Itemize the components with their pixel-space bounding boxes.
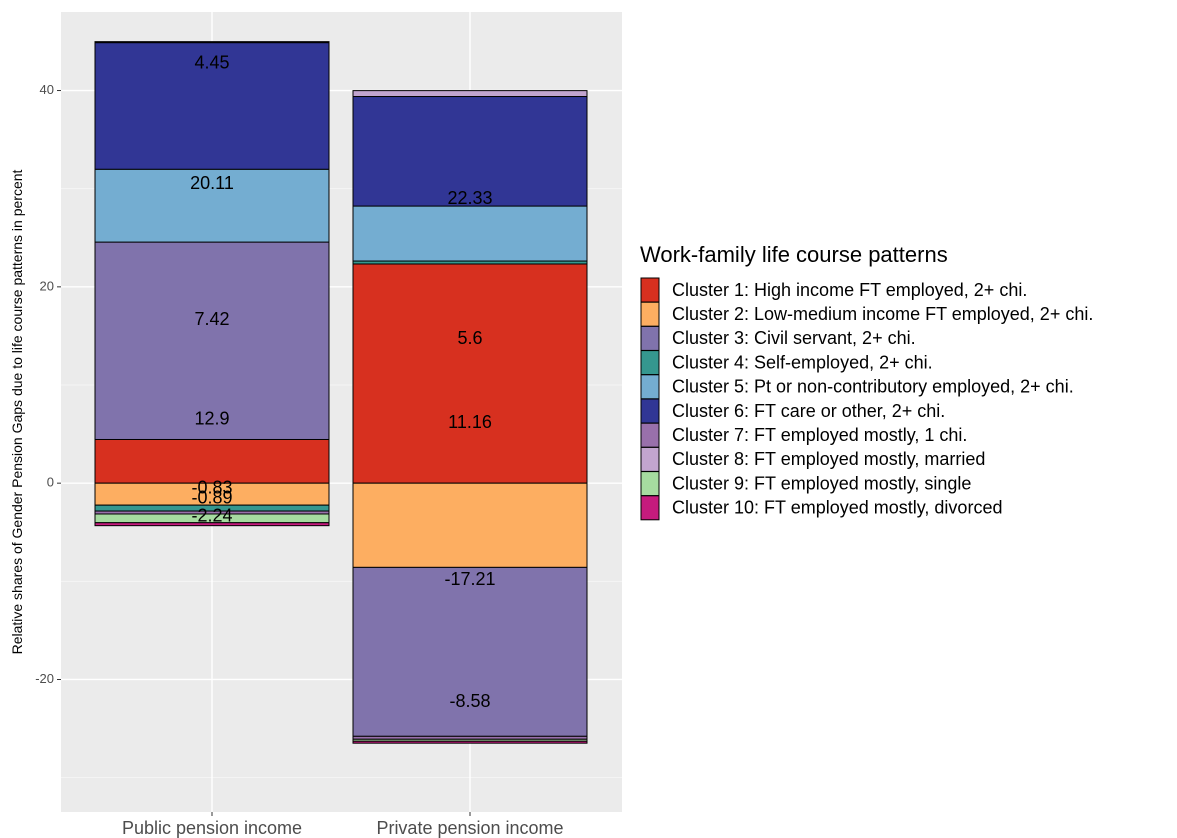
legend-label-cluster-4: Cluster 4: Self-employed, 2+ chi. — [672, 352, 933, 372]
data-label: 11.16 — [448, 412, 492, 432]
data-label: 20.11 — [190, 173, 234, 193]
bar-segment-public-cluster-1 — [94, 438, 330, 484]
legend-label-cluster-10: Cluster 10: FT employed mostly, divorced — [672, 498, 1002, 518]
bar-segment-private-cluster-10 — [352, 740, 588, 744]
legend: Work-family life course patterns Cluster… — [640, 242, 1093, 521]
data-label: -0.83 — [191, 477, 232, 497]
bar-segment-public-cluster-6 — [94, 42, 330, 170]
legend-key-cluster-8 — [640, 446, 660, 472]
data-label: 12.9 — [194, 409, 229, 429]
bar-segment-private-cluster-2 — [352, 482, 588, 568]
legend-key-cluster-2 — [640, 301, 660, 327]
bar-segments — [94, 41, 588, 744]
legend-label-cluster-2: Cluster 2: Low-medium income FT employed… — [672, 304, 1093, 324]
x-tick-label: Public pension income — [122, 818, 302, 838]
bar-segment-private-cluster-8 — [352, 90, 588, 98]
legend-key-cluster-4 — [640, 350, 660, 376]
x-tick-label: Private pension income — [376, 818, 563, 838]
legend-label-cluster-1: Cluster 1: High income FT employed, 2+ c… — [672, 280, 1027, 300]
legend-key-cluster-7 — [640, 422, 660, 448]
bar-segment-public-cluster-5 — [94, 168, 330, 243]
data-label: 5.6 — [457, 328, 482, 348]
bar-segment-public-cluster-8 — [94, 41, 330, 44]
data-label: -2.24 — [191, 505, 232, 525]
legend-label-cluster-9: Cluster 9: FT employed mostly, single — [672, 473, 971, 493]
data-label: -17.21 — [444, 569, 495, 589]
legend-label-cluster-7: Cluster 7: FT employed mostly, 1 chi. — [672, 425, 967, 445]
y-tick-label: -20 — [35, 671, 54, 686]
bar-segment-public-cluster-10 — [94, 522, 330, 527]
x-axis: Public pension income Private pension inc… — [122, 812, 564, 838]
legend-label-cluster-6: Cluster 6: FT care or other, 2+ chi. — [672, 401, 945, 421]
bar-segment-public-cluster-3 — [94, 241, 330, 440]
legend-key-cluster-5 — [640, 374, 660, 400]
data-label: -0.89 — [191, 488, 232, 508]
legend-label-cluster-3: Cluster 3: Civil servant, 2+ chi. — [672, 328, 916, 348]
bar-segment-private-cluster-3 — [352, 566, 588, 737]
legend-label-cluster-5: Cluster 5: Pt or non-contributory employ… — [672, 377, 1074, 397]
legend-title: Work-family life course patterns — [640, 242, 948, 267]
data-label: 22.33 — [447, 188, 492, 208]
bar-segment-private-cluster-6 — [352, 96, 588, 207]
bar-segment-private-cluster-1 — [352, 263, 588, 484]
y-tick-label: 0 — [47, 475, 54, 490]
y-axis: -20 0 20 40 — [35, 82, 61, 686]
data-labels: 4.45 20.11 7.42 12.9 -0.83-0.89-2.24 22.33 5.6… — [190, 52, 495, 711]
y-axis-label: Relative shares of Gender Pension Gaps d… — [9, 169, 25, 654]
data-label: 7.42 — [194, 309, 229, 329]
legend-label-cluster-8: Cluster 8: FT employed mostly, married — [672, 449, 985, 469]
bar-segment-private-cluster-5 — [352, 205, 588, 262]
legend-key-cluster-3 — [640, 325, 660, 351]
data-label: -8.58 — [449, 691, 490, 711]
legend-key-cluster-9 — [640, 471, 660, 497]
y-tick-label: 40 — [40, 82, 54, 97]
data-label: 4.45 — [194, 52, 229, 72]
legend-key-cluster-10 — [640, 495, 660, 521]
y-tick-label: 20 — [40, 278, 54, 293]
legend-key-cluster-1 — [640, 277, 660, 303]
legend-key-cluster-6 — [640, 398, 660, 424]
